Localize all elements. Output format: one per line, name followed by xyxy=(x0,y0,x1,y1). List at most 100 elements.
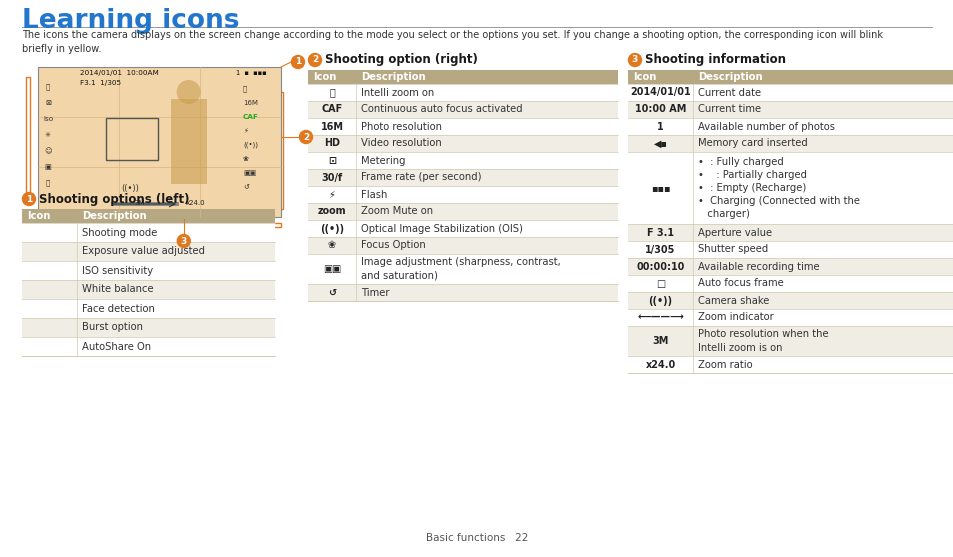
Text: ⟵——⟶: ⟵——⟶ xyxy=(637,312,683,323)
Bar xyxy=(308,169,618,186)
Bar xyxy=(22,318,274,337)
Text: ((•)): ((•)) xyxy=(243,141,257,148)
Text: Description: Description xyxy=(360,72,425,82)
Text: zoom: zoom xyxy=(317,207,346,217)
Bar xyxy=(627,70,953,84)
Text: 10:00 AM: 10:00 AM xyxy=(634,105,685,115)
Text: ⚡: ⚡ xyxy=(328,189,335,199)
Bar xyxy=(627,309,953,326)
Text: Timer: Timer xyxy=(360,287,389,297)
Text: 30/f: 30/f xyxy=(321,173,342,183)
Bar xyxy=(22,261,274,280)
Text: CAF: CAF xyxy=(243,114,258,120)
Text: 1: 1 xyxy=(657,121,663,131)
Bar xyxy=(38,67,281,217)
Text: ▪▪▪: ▪▪▪ xyxy=(650,183,670,193)
Text: Shooting options (left): Shooting options (left) xyxy=(39,193,190,206)
Text: ❀: ❀ xyxy=(243,156,249,162)
Text: 1: 1 xyxy=(26,194,32,203)
Circle shape xyxy=(176,80,200,104)
Bar xyxy=(308,101,618,118)
Bar xyxy=(308,84,618,101)
Text: ◀▪: ◀▪ xyxy=(653,139,667,149)
Text: ▣▣: ▣▣ xyxy=(243,170,256,176)
Bar xyxy=(627,292,953,309)
Bar xyxy=(308,135,618,152)
Text: ↺: ↺ xyxy=(328,287,335,297)
Text: 📤: 📤 xyxy=(46,180,51,186)
Bar xyxy=(308,186,618,203)
Text: Shutter speed: Shutter speed xyxy=(698,245,767,255)
Text: x24.0: x24.0 xyxy=(644,359,675,369)
Text: 2: 2 xyxy=(302,133,309,141)
Bar xyxy=(627,101,953,118)
Bar xyxy=(22,223,274,242)
Text: Icon: Icon xyxy=(313,72,336,82)
Text: Zoom Mute on: Zoom Mute on xyxy=(360,207,433,217)
Text: ↺: ↺ xyxy=(243,184,249,190)
Text: 2014/01/01  10:00AM: 2014/01/01 10:00AM xyxy=(80,70,158,76)
Text: Available recording time: Available recording time xyxy=(698,261,819,271)
Bar xyxy=(308,118,618,135)
Text: 3: 3 xyxy=(180,237,187,246)
Text: ❀: ❀ xyxy=(328,241,335,251)
Bar xyxy=(308,237,618,254)
Text: F 3.1: F 3.1 xyxy=(646,227,673,237)
Text: x24.0: x24.0 xyxy=(186,200,206,206)
Text: ISO sensitivity: ISO sensitivity xyxy=(82,266,153,276)
Text: 1/305: 1/305 xyxy=(644,245,675,255)
Bar xyxy=(627,135,953,152)
Text: Flash: Flash xyxy=(360,189,387,199)
Text: Metering: Metering xyxy=(360,155,405,165)
Bar xyxy=(627,84,953,101)
Bar xyxy=(308,220,618,237)
Bar xyxy=(171,99,207,184)
Bar xyxy=(627,118,953,135)
Text: 3M: 3M xyxy=(134,200,145,206)
Text: Auto focus frame: Auto focus frame xyxy=(698,278,783,289)
Text: 📷: 📷 xyxy=(46,84,51,90)
Text: Face detection: Face detection xyxy=(82,304,154,314)
Bar xyxy=(308,254,618,284)
Bar xyxy=(627,258,953,275)
Bar xyxy=(308,203,618,220)
Bar xyxy=(308,70,618,84)
Text: Available number of photos: Available number of photos xyxy=(698,121,834,131)
Bar xyxy=(627,152,953,224)
Text: CAF: CAF xyxy=(321,105,342,115)
Text: The icons the camera displays on the screen change according to the mode you sel: The icons the camera displays on the scr… xyxy=(22,30,882,54)
Bar xyxy=(22,337,274,356)
Bar xyxy=(22,209,274,223)
Text: Shooting mode: Shooting mode xyxy=(82,227,157,237)
Text: ((•)): ((•)) xyxy=(121,184,139,193)
Text: 1  ▪  ▪▪▪: 1 ▪ ▪▪▪ xyxy=(235,70,266,76)
Text: Continuous auto focus activated: Continuous auto focus activated xyxy=(360,105,522,115)
Text: Zoom ratio: Zoom ratio xyxy=(698,359,752,369)
Bar xyxy=(627,356,953,373)
Text: ☺: ☺ xyxy=(44,148,51,154)
Text: HD: HD xyxy=(324,139,339,149)
Text: Current date: Current date xyxy=(698,87,760,97)
Text: iso: iso xyxy=(43,116,53,122)
Text: ((•)): ((•)) xyxy=(319,223,344,233)
Bar xyxy=(26,77,30,197)
Bar xyxy=(22,242,274,261)
Text: ((•)): ((•)) xyxy=(648,296,672,305)
Text: ⊠: ⊠ xyxy=(45,100,51,106)
Text: Image adjustment (sharpness, contrast,
and saturation): Image adjustment (sharpness, contrast, a… xyxy=(360,257,560,281)
Text: Description: Description xyxy=(698,72,761,82)
Bar xyxy=(308,152,618,169)
Text: Photo resolution when the
Intelli zoom is on: Photo resolution when the Intelli zoom i… xyxy=(698,329,828,353)
Text: Aperture value: Aperture value xyxy=(698,227,771,237)
Text: Optical Image Stabilization (OIS): Optical Image Stabilization (OIS) xyxy=(360,223,522,233)
Text: Description: Description xyxy=(82,211,147,221)
Text: F3.1  1/305: F3.1 1/305 xyxy=(80,80,121,86)
Text: 3: 3 xyxy=(631,56,638,65)
Text: □: □ xyxy=(656,278,664,289)
Bar xyxy=(627,275,953,292)
Text: Focus Option: Focus Option xyxy=(360,241,425,251)
Text: Photo resolution: Photo resolution xyxy=(360,121,441,131)
Text: 🔍: 🔍 xyxy=(329,87,335,97)
Circle shape xyxy=(299,130,313,144)
Text: 2014/01/01: 2014/01/01 xyxy=(630,87,690,97)
